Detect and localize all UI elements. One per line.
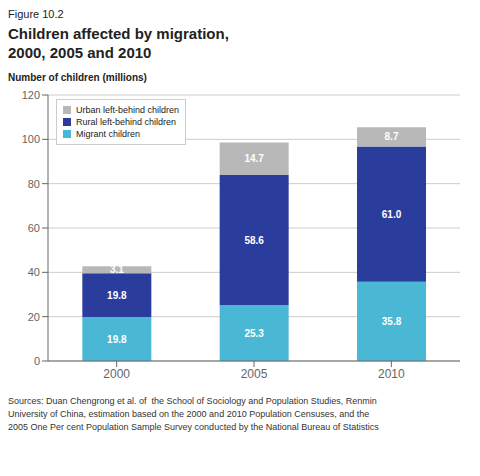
svg-text:25.3: 25.3 (244, 328, 264, 339)
svg-text:19.8: 19.8 (107, 334, 127, 345)
svg-text:80: 80 (28, 178, 40, 190)
svg-text:60: 60 (28, 222, 40, 234)
svg-text:2000: 2000 (103, 367, 130, 381)
html-text:Children affected by migration: Children affected by migration, (8, 25, 229, 42)
svg-text:61.0: 61.0 (382, 209, 402, 220)
html-text:Rural left-behind children: Rural left-behind children (76, 117, 177, 127)
svg-text:100: 100 (22, 133, 40, 145)
svg-text:20: 20 (28, 311, 40, 323)
svg-text:14.7: 14.7 (244, 153, 264, 164)
svg-text:40: 40 (28, 266, 40, 278)
svg-text:3.1: 3.1 (110, 264, 124, 275)
html-text:Migrant children: Migrant children (76, 129, 140, 139)
svg-text:19.8: 19.8 (107, 290, 127, 301)
html-text:Figure 10.2: Figure 10.2 (8, 8, 64, 20)
svg-text:35.8: 35.8 (382, 316, 402, 327)
html-text:Urban left-behind children: Urban left-behind children (76, 105, 180, 115)
html-text:Sources: Duan Chengrong et al.: Sources: Duan Chengrong et al. of the Sc… (8, 396, 379, 432)
svg-text:58.6: 58.6 (244, 235, 264, 246)
html-text:2000, 2005 and 2010: 2000, 2005 and 2010 (8, 44, 152, 61)
svg-text:8.7: 8.7 (385, 131, 399, 142)
svg-text:0: 0 (34, 355, 40, 367)
svg-text:2010: 2010 (378, 367, 405, 381)
svg-text:2005: 2005 (241, 367, 268, 381)
svg-text:120: 120 (22, 89, 40, 101)
html-text:Number of children (millions): Number of children (millions) (8, 72, 147, 83)
